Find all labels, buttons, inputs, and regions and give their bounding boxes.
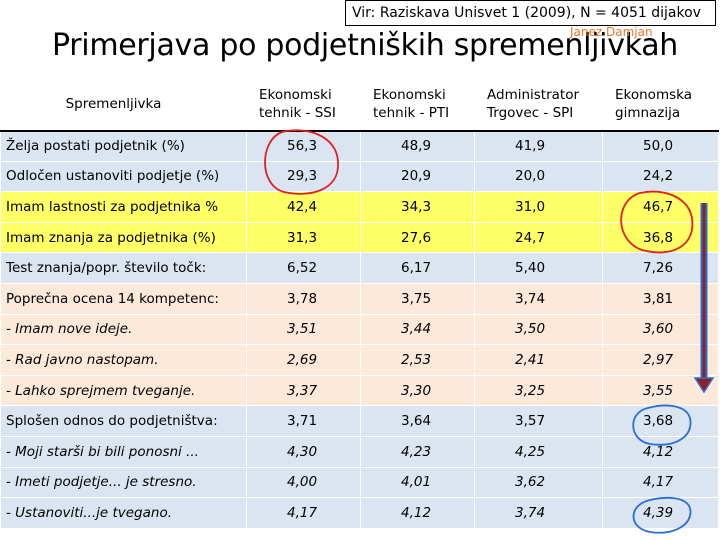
table-row: - Imam nove ideje. 3,51 3,44 3,50 3,60 <box>0 313 719 346</box>
row-value: 6,52 <box>246 252 361 284</box>
table-row: Test znanja/popr. število točk: 6,52 6,17 5… <box>0 252 719 284</box>
row-label: Splošen odnos do podjetništva: <box>0 405 247 437</box>
row-value: 3,71 <box>246 405 361 437</box>
row-value: 3,81 <box>602 282 719 315</box>
row-value: 2,53 <box>360 344 475 376</box>
row-value: 2,97 <box>602 344 719 376</box>
row-label: - Rad javno nastopam. <box>0 344 247 376</box>
table-row: - Imeti podjetje... je stresno. 4,00 4,01 3… <box>0 466 719 499</box>
row-value: 3,74 <box>474 497 603 529</box>
row-value: 50,0 <box>602 130 719 162</box>
table-row: - Lahko sprejmem tveganje. 3,37 3,30 3,25 3,… <box>0 374 719 407</box>
comparison-table: Spremenljivka Ekonomski tehnik - SSI Ekon… <box>0 77 719 529</box>
row-value: 3,30 <box>360 374 475 407</box>
row-value: 3,57 <box>474 405 603 437</box>
table-row: - Ustanoviti...je tvegano. 4,17 4,12 3,74 4,… <box>0 497 719 529</box>
row-value: 3,60 <box>602 313 719 346</box>
row-label: Imam lastnosti za podjetnika % <box>0 191 247 223</box>
author-label: Janez Damjan <box>570 25 653 39</box>
table-row: Imam znanja za podjetnika (%) 31,3 27,6 24,… <box>0 221 719 254</box>
row-value: 46,7 <box>602 191 719 223</box>
table-row: - Rad javno nastopam. 2,69 2,53 2,41 2,97 <box>0 344 719 376</box>
row-value: 3,78 <box>246 282 361 315</box>
slide-title: Primerjava po podjetniških spremenljivka… <box>51 28 678 63</box>
row-value: 4,39 <box>602 497 719 529</box>
row-value: 31,0 <box>474 191 603 223</box>
table-row: Splošen odnos do podjetništva: 3,71 3,64 3,… <box>0 405 719 437</box>
row-value: 6,17 <box>360 252 475 284</box>
row-value: 3,44 <box>360 313 475 346</box>
table-header-row: Spremenljivka Ekonomski tehnik - SSI Ekon… <box>0 77 719 132</box>
row-value: 4,30 <box>246 435 361 468</box>
header-variable: Spremenljivka <box>0 77 247 132</box>
row-value: 4,17 <box>246 497 361 529</box>
row-label: Imam znanja za podjetnika (%) <box>0 221 247 254</box>
source-citation: Vir: Raziskava Unisvet 1 (2009), N = 405… <box>345 0 716 26</box>
row-value: 41,9 <box>474 130 603 162</box>
table-row: Imam lastnosti za podjetnika % 42,4 34,3 31… <box>0 191 719 223</box>
row-value: 3,68 <box>602 405 719 437</box>
row-label: Želja postati podjetnik (%) <box>0 130 247 162</box>
row-value: 3,37 <box>246 374 361 407</box>
row-label: Odločen ustanoviti podjetje (%) <box>0 160 247 193</box>
row-value: 3,55 <box>602 374 719 407</box>
row-value: 48,9 <box>360 130 475 162</box>
row-value: 3,64 <box>360 405 475 437</box>
table-row: Poprečna ocena 14 kompetenc: 3,78 3,75 3,74… <box>0 282 719 315</box>
row-value: 2,69 <box>246 344 361 376</box>
row-value: 42,4 <box>246 191 361 223</box>
row-value: 56,3 <box>246 130 361 162</box>
table-row: - Moji starši bi bili ponosni ... 4,30 4,2… <box>0 435 719 468</box>
row-value: 7,26 <box>602 252 719 284</box>
header-col-pti: Ekonomski tehnik - PTI <box>360 77 475 132</box>
row-label: Poprečna ocena 14 kompetenc: <box>0 282 247 315</box>
header-col-spi: Administrator Trgovec - SPI <box>474 77 603 132</box>
table-row: Želja postati podjetnik (%) 56,3 48,9 41,9 5… <box>0 130 719 162</box>
row-value: 29,3 <box>246 160 361 193</box>
row-label: - Moji starši bi bili ponosni ... <box>0 435 247 468</box>
row-value: 34,3 <box>360 191 475 223</box>
header-col-gimnazija: Ekonomska gimnazija <box>602 77 719 132</box>
row-value: 20,0 <box>474 160 603 193</box>
row-value: 36,8 <box>602 221 719 254</box>
row-value: 4,00 <box>246 466 361 499</box>
row-value: 3,74 <box>474 282 603 315</box>
row-value: 24,7 <box>474 221 603 254</box>
row-value: 3,51 <box>246 313 361 346</box>
row-label: - Lahko sprejmem tveganje. <box>0 374 247 407</box>
row-value: 3,25 <box>474 374 603 407</box>
row-value: 27,6 <box>360 221 475 254</box>
row-value: 4,25 <box>474 435 603 468</box>
table-row: Odločen ustanoviti podjetje (%) 29,3 20,9 2… <box>0 160 719 193</box>
row-value: 4,12 <box>602 435 719 468</box>
row-label: - Imam nove ideje. <box>0 313 247 346</box>
header-col-ssi: Ekonomski tehnik - SSI <box>246 77 361 132</box>
row-value: 4,23 <box>360 435 475 468</box>
row-value: 3,75 <box>360 282 475 315</box>
row-label: - Imeti podjetje... je stresno. <box>0 466 247 499</box>
row-value: 2,41 <box>474 344 603 376</box>
row-label: - Ustanoviti...je tvegano. <box>0 497 247 529</box>
row-value: 24,2 <box>602 160 719 193</box>
row-value: 5,40 <box>474 252 603 284</box>
row-value: 4,17 <box>602 466 719 499</box>
row-value: 20,9 <box>360 160 475 193</box>
row-value: 3,50 <box>474 313 603 346</box>
row-value: 3,62 <box>474 466 603 499</box>
row-value: 4,01 <box>360 466 475 499</box>
row-label: Test znanja/popr. število točk: <box>0 252 247 284</box>
row-value: 4,12 <box>360 497 475 529</box>
row-value: 31,3 <box>246 221 361 254</box>
